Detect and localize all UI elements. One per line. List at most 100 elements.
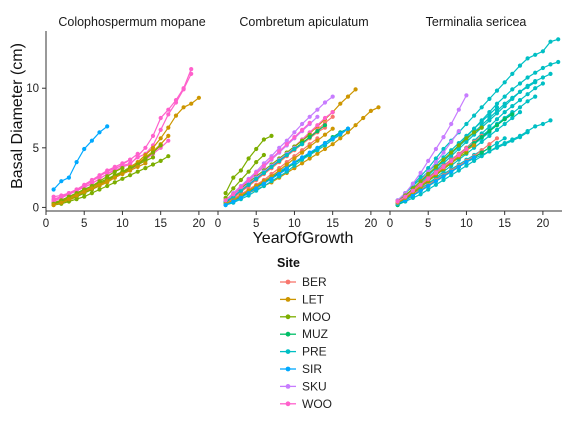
data-point xyxy=(300,155,305,160)
data-point xyxy=(487,142,492,147)
data-point xyxy=(150,145,156,150)
y-tick-label: 10 xyxy=(26,83,39,95)
data-point xyxy=(300,127,305,132)
data-point xyxy=(517,98,523,103)
series-line xyxy=(397,152,467,205)
legend-item-let: LET xyxy=(280,292,325,306)
data-point xyxy=(292,130,297,135)
data-point xyxy=(464,136,469,141)
data-point xyxy=(517,105,523,110)
data-point xyxy=(269,133,274,138)
data-point xyxy=(464,160,469,165)
legend-label: WOO xyxy=(302,397,332,411)
data-point xyxy=(441,146,446,152)
data-point xyxy=(517,89,523,94)
data-point xyxy=(89,186,94,191)
data-point xyxy=(494,117,500,122)
data-point xyxy=(353,123,358,128)
data-point xyxy=(472,113,477,118)
data-point xyxy=(66,197,71,202)
data-point xyxy=(223,198,228,203)
data-point xyxy=(330,136,335,141)
data-point xyxy=(105,179,110,184)
data-point xyxy=(277,145,282,150)
data-point xyxy=(487,129,492,134)
data-point xyxy=(231,192,236,197)
data-point xyxy=(120,171,125,177)
data-point xyxy=(456,152,461,158)
data-point xyxy=(441,164,446,169)
data-point xyxy=(292,135,297,140)
legend-label: MOO xyxy=(302,310,331,324)
data-point xyxy=(548,118,553,123)
data-point xyxy=(472,126,477,131)
data-point xyxy=(433,160,438,165)
data-point xyxy=(472,130,477,135)
data-point xyxy=(426,166,431,171)
data-point xyxy=(112,180,117,185)
legend-item-muz: MUZ xyxy=(280,327,328,341)
data-point xyxy=(525,130,530,135)
data-point xyxy=(307,120,312,125)
data-point xyxy=(449,139,454,144)
data-point xyxy=(143,145,148,150)
data-point xyxy=(487,149,492,154)
data-point xyxy=(441,135,446,140)
data-point xyxy=(238,195,243,200)
legend-label: MUZ xyxy=(302,327,328,341)
data-point xyxy=(166,133,171,138)
data-point xyxy=(479,105,484,110)
data-point xyxy=(105,124,110,129)
data-point xyxy=(66,191,71,196)
data-point xyxy=(540,75,546,80)
series-line xyxy=(53,155,169,206)
data-point xyxy=(418,170,423,175)
data-point xyxy=(231,175,236,180)
data-point xyxy=(105,183,110,189)
legend-label: SKU xyxy=(302,379,327,393)
data-point xyxy=(464,121,469,127)
data-point xyxy=(502,136,507,141)
data-point xyxy=(277,171,282,177)
data-point xyxy=(494,136,500,141)
x-tick-label: 5 xyxy=(81,218,87,230)
data-point xyxy=(556,59,561,65)
data-point xyxy=(292,160,297,165)
data-point xyxy=(82,189,87,194)
data-point xyxy=(158,158,163,163)
data-point xyxy=(479,135,484,140)
legend-title: Site xyxy=(277,256,300,270)
series-line xyxy=(397,95,467,201)
x-tick-label: 10 xyxy=(288,218,301,230)
data-point xyxy=(74,187,79,192)
data-point xyxy=(269,176,274,181)
data-point xyxy=(410,181,415,186)
data-point xyxy=(353,87,358,92)
data-point xyxy=(300,121,305,127)
data-point xyxy=(261,170,266,175)
data-point xyxy=(112,164,117,169)
legend-items: BER LET MOO MUZ PRE SIR SKU WOO xyxy=(280,275,332,411)
data-point xyxy=(120,176,125,181)
data-point xyxy=(231,186,236,191)
x-tick-label: 20 xyxy=(192,218,205,230)
data-point xyxy=(418,182,423,187)
data-point xyxy=(433,179,438,184)
data-point xyxy=(284,142,289,147)
panel-title: Terminalia sericea xyxy=(426,15,527,29)
data-point xyxy=(376,105,381,110)
data-point xyxy=(300,142,305,147)
data-point xyxy=(395,199,400,204)
data-point xyxy=(261,137,266,142)
data-point xyxy=(254,146,259,152)
data-point xyxy=(345,130,351,135)
data-point xyxy=(292,146,297,152)
data-point xyxy=(89,191,94,196)
data-point xyxy=(426,176,431,181)
data-point xyxy=(510,112,515,117)
data-point xyxy=(540,121,546,127)
series-sir xyxy=(51,124,110,192)
data-point xyxy=(238,168,243,173)
data-point xyxy=(166,107,171,112)
